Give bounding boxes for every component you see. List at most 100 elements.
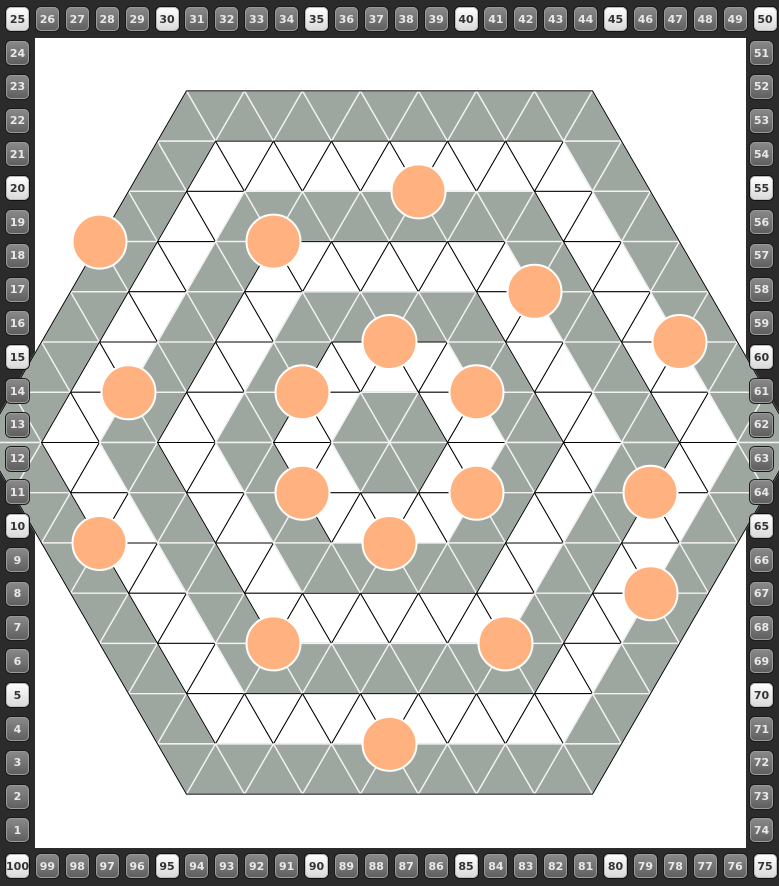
track-cell-83: 83	[514, 854, 538, 878]
track-cell-11: 11	[6, 480, 29, 505]
game-piece[interactable]	[71, 514, 128, 571]
game-piece[interactable]	[71, 213, 128, 270]
track-cell-80: 80	[604, 854, 627, 878]
game-piece[interactable]	[448, 364, 505, 421]
track-cell-63: 63	[750, 446, 773, 471]
track-cell-5: 5	[6, 683, 29, 708]
track-cell-7: 7	[6, 615, 29, 640]
track-cell-55: 55	[750, 176, 773, 201]
track-cell-82: 82	[544, 854, 568, 878]
track-cell-34: 34	[275, 7, 299, 31]
track-cell-41: 41	[484, 7, 508, 31]
track-cell-72: 72	[750, 750, 773, 775]
track-cell-49: 49	[723, 7, 747, 31]
track-cell-69: 69	[750, 649, 773, 674]
track-cell-76: 76	[723, 854, 747, 878]
game-piece[interactable]	[245, 615, 302, 672]
game-piece[interactable]	[622, 464, 679, 521]
game-piece[interactable]	[274, 364, 331, 421]
track-cell-95: 95	[155, 854, 179, 878]
track-cell-71: 71	[750, 717, 773, 741]
track-cell-70: 70	[750, 683, 773, 708]
track-cell-16: 16	[6, 311, 29, 336]
track-cell-35: 35	[305, 7, 328, 31]
board-outline	[0, 90, 779, 795]
track-cell-28: 28	[95, 7, 119, 31]
track-cell-3: 3	[6, 750, 29, 775]
track-cell-92: 92	[245, 854, 269, 878]
track-cell-91: 91	[275, 854, 299, 878]
track-cell-17: 17	[6, 277, 29, 302]
game-piece[interactable]	[390, 163, 447, 220]
track-cell-4: 4	[6, 717, 29, 741]
track-cell-74: 74	[750, 818, 773, 843]
track-cell-37: 37	[364, 7, 388, 31]
track-cell-79: 79	[633, 854, 657, 878]
game-piece[interactable]	[274, 464, 331, 521]
track-cell-38: 38	[394, 7, 418, 31]
track-cell-27: 27	[65, 7, 89, 31]
track-cell-47: 47	[663, 7, 687, 31]
track-cell-1: 1	[6, 818, 29, 843]
track-cell-23: 23	[6, 74, 29, 99]
track-cell-20: 20	[6, 176, 29, 201]
track-cell-65: 65	[750, 514, 773, 539]
track-cell-89: 89	[334, 854, 358, 878]
track-cell-2: 2	[6, 784, 29, 809]
track-cell-94: 94	[185, 854, 209, 878]
track-cell-90: 90	[305, 854, 328, 878]
game-piece[interactable]	[361, 715, 418, 772]
game-piece[interactable]	[477, 615, 534, 672]
track-cell-29: 29	[125, 7, 149, 31]
track-cell-40: 40	[454, 7, 478, 31]
track-cell-44: 44	[574, 7, 598, 31]
track-cell-39: 39	[424, 7, 448, 31]
pieces	[71, 163, 708, 772]
track-cell-77: 77	[693, 854, 717, 878]
track-cell-9: 9	[6, 548, 29, 572]
track-cell-57: 57	[750, 243, 773, 268]
track-cell-19: 19	[6, 210, 29, 234]
track-cell-85: 85	[454, 854, 478, 878]
game-piece[interactable]	[506, 263, 563, 320]
track-cell-97: 97	[95, 854, 119, 878]
track-cell-51: 51	[750, 41, 773, 65]
board-tiles	[0, 90, 779, 795]
game-piece[interactable]	[622, 565, 679, 622]
track-cell-24: 24	[6, 41, 29, 65]
track-cell-32: 32	[215, 7, 239, 31]
track-cell-30: 30	[155, 7, 179, 31]
track-cell-87: 87	[394, 854, 418, 878]
track-cell-84: 84	[484, 854, 508, 878]
track-cell-100: 100	[6, 854, 29, 878]
game-piece[interactable]	[100, 364, 157, 421]
track-cell-68: 68	[750, 615, 773, 640]
game-piece[interactable]	[651, 314, 708, 371]
track-cell-10: 10	[6, 514, 29, 539]
game-piece[interactable]	[361, 314, 418, 371]
track-cell-53: 53	[750, 108, 773, 133]
track-cell-42: 42	[514, 7, 538, 31]
track-cell-86: 86	[424, 854, 448, 878]
track-cell-60: 60	[750, 345, 773, 370]
track-cell-45: 45	[604, 7, 627, 31]
track-cell-88: 88	[364, 854, 388, 878]
track-cell-12: 12	[6, 446, 29, 471]
track-cell-33: 33	[245, 7, 269, 31]
track-cell-67: 67	[750, 581, 773, 606]
track-cell-46: 46	[633, 7, 657, 31]
game-piece[interactable]	[448, 464, 505, 521]
track-cell-52: 52	[750, 74, 773, 99]
game-piece[interactable]	[361, 514, 418, 571]
track-cell-13: 13	[6, 412, 29, 437]
track-cell-81: 81	[574, 854, 598, 878]
track-cell-21: 21	[6, 142, 29, 167]
track-cell-58: 58	[750, 277, 773, 302]
track-cell-59: 59	[750, 311, 773, 336]
track-cell-66: 66	[750, 548, 773, 572]
track-cell-8: 8	[6, 581, 29, 606]
game-piece[interactable]	[245, 213, 302, 270]
track-cell-62: 62	[750, 412, 773, 437]
track-cell-78: 78	[663, 854, 687, 878]
track-cell-18: 18	[6, 243, 29, 268]
